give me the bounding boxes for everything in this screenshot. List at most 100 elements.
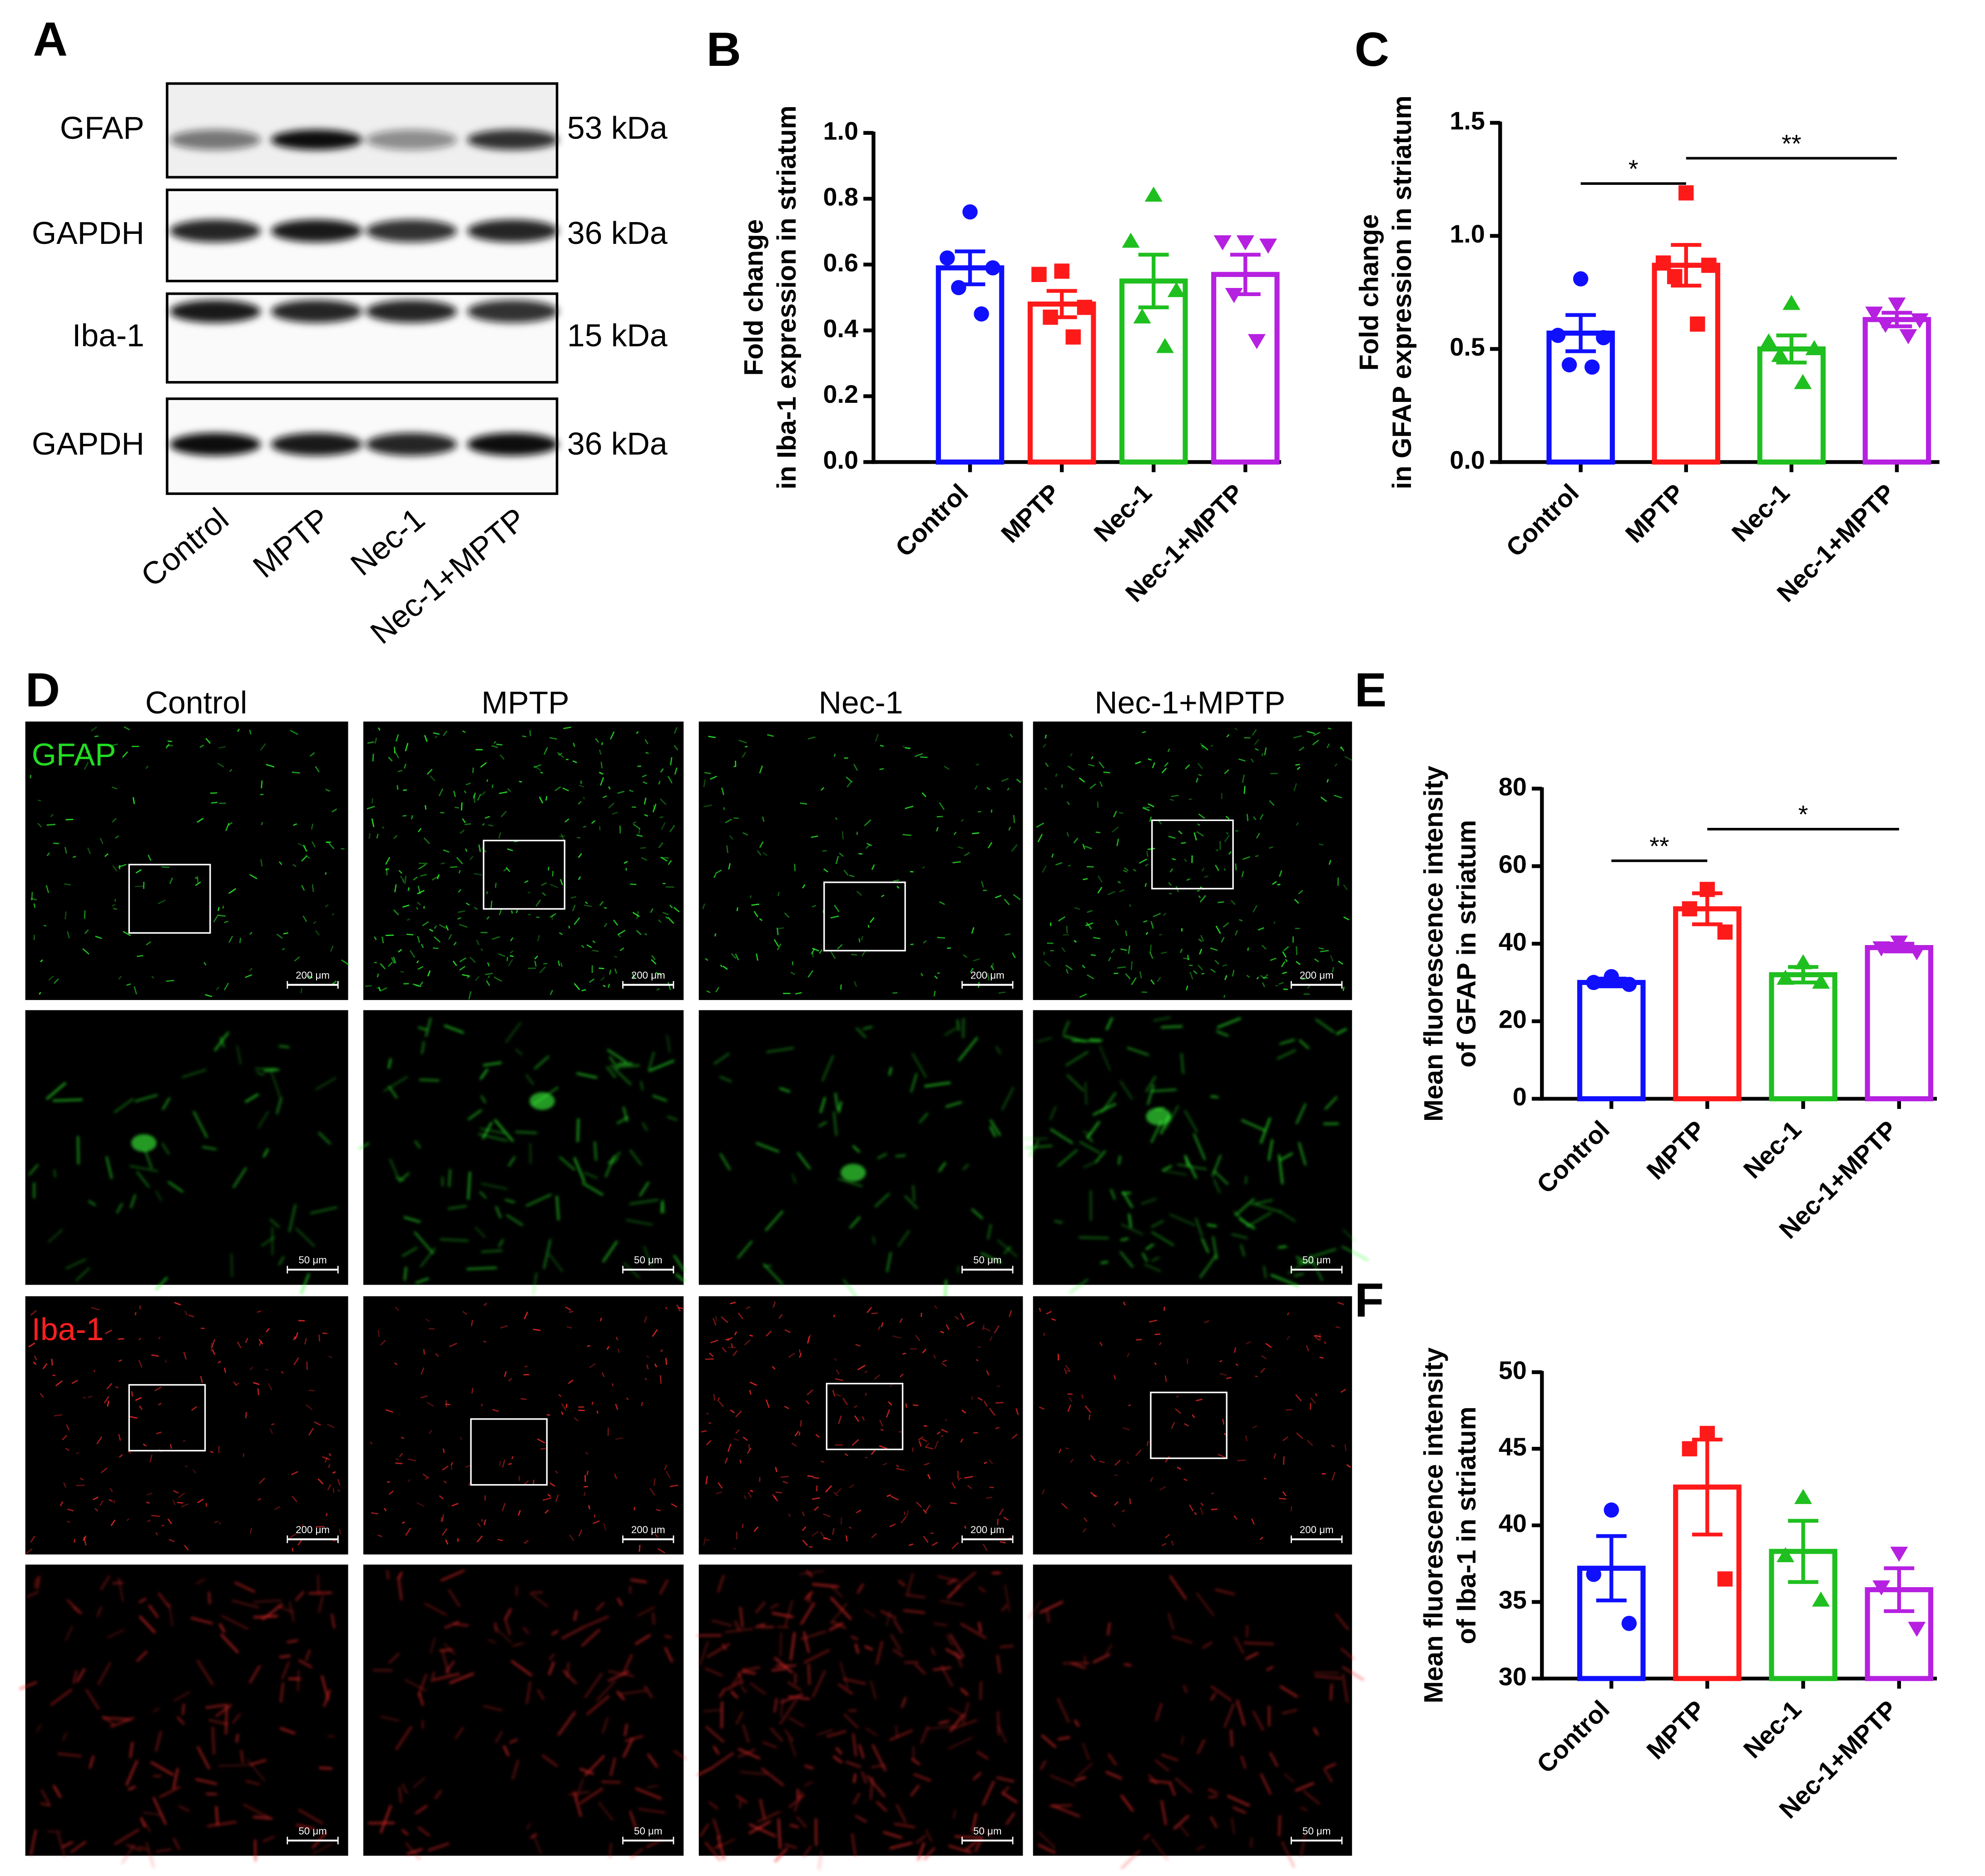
speckle bbox=[1142, 731, 1146, 733]
speckle bbox=[673, 1254, 685, 1272]
speckle bbox=[830, 1596, 852, 1620]
speckle bbox=[772, 1301, 776, 1308]
speckle bbox=[1058, 1449, 1062, 1454]
speckle bbox=[1154, 1362, 1157, 1366]
speckle bbox=[433, 732, 440, 735]
speckle bbox=[1195, 1592, 1215, 1617]
speckle bbox=[388, 1058, 392, 1069]
speckle bbox=[711, 1619, 733, 1627]
speckle bbox=[301, 856, 307, 862]
speckle bbox=[1139, 971, 1142, 979]
speckle bbox=[1074, 940, 1077, 943]
speckle bbox=[106, 1629, 126, 1639]
speckles bbox=[30, 726, 349, 997]
speckle bbox=[73, 856, 76, 858]
y-axis-label: of GFAP in striatum bbox=[1452, 820, 1481, 1067]
speckle bbox=[1340, 746, 1342, 749]
speckle bbox=[451, 1503, 459, 1507]
speckle bbox=[561, 1403, 566, 1411]
speckle bbox=[803, 1781, 814, 1787]
speckles bbox=[1039, 1302, 1351, 1546]
speckle bbox=[395, 1726, 412, 1750]
speckle bbox=[90, 726, 97, 732]
speckle bbox=[807, 970, 814, 978]
speckle bbox=[772, 1494, 777, 1500]
speckle bbox=[401, 1247, 418, 1257]
speckle bbox=[663, 1465, 668, 1470]
speckle bbox=[402, 904, 410, 908]
data-point bbox=[1872, 1580, 1891, 1596]
speckle bbox=[1323, 1768, 1333, 1783]
speckle bbox=[1140, 1198, 1157, 1205]
speckle bbox=[806, 1570, 813, 1578]
speckle bbox=[129, 1742, 134, 1758]
speckle bbox=[1290, 1506, 1292, 1512]
bar bbox=[1211, 272, 1280, 465]
speckle bbox=[893, 879, 900, 882]
speckle bbox=[110, 1717, 135, 1728]
speckle bbox=[629, 1811, 637, 1830]
speckle bbox=[925, 1442, 930, 1448]
speckle bbox=[423, 906, 425, 909]
data-point bbox=[1888, 297, 1906, 313]
speckle bbox=[192, 1469, 197, 1474]
micrograph bbox=[25, 1564, 348, 1856]
speckle bbox=[488, 824, 494, 827]
speckle bbox=[812, 952, 814, 958]
speckle bbox=[781, 1475, 789, 1478]
speckle bbox=[413, 876, 418, 881]
speckle bbox=[962, 1702, 970, 1724]
speckle bbox=[415, 1805, 428, 1815]
speckle bbox=[138, 1359, 143, 1368]
speckle bbox=[865, 1727, 878, 1737]
speckle bbox=[995, 895, 1002, 899]
speckle bbox=[201, 1327, 205, 1329]
speckle bbox=[710, 1339, 718, 1344]
speckle bbox=[36, 1575, 40, 1589]
speckle bbox=[136, 1650, 148, 1662]
speckle bbox=[537, 1438, 545, 1444]
speckle bbox=[1287, 1312, 1290, 1316]
speckle bbox=[842, 1279, 858, 1298]
speckle bbox=[123, 931, 131, 936]
speckle bbox=[921, 1312, 922, 1317]
speckle bbox=[777, 943, 782, 950]
speckle bbox=[1176, 1395, 1179, 1398]
y-tick-label: 0.4 bbox=[823, 314, 858, 342]
speckle bbox=[460, 1436, 462, 1440]
speckle bbox=[332, 980, 337, 985]
speckle bbox=[435, 735, 438, 738]
speckle bbox=[249, 1527, 252, 1534]
speckle bbox=[83, 1537, 87, 1546]
speckle bbox=[941, 1665, 953, 1687]
speckle bbox=[195, 1578, 206, 1585]
speckle bbox=[439, 924, 447, 929]
speckle bbox=[1114, 1501, 1119, 1506]
speckle bbox=[510, 955, 514, 957]
speckle bbox=[922, 1348, 927, 1354]
speckle bbox=[973, 1772, 982, 1781]
speckle bbox=[784, 1329, 791, 1333]
speckle bbox=[498, 1238, 504, 1247]
speckle bbox=[673, 745, 678, 751]
scale-bar-label: 200 μm bbox=[296, 970, 330, 981]
speckle bbox=[950, 1502, 957, 1505]
speckle bbox=[962, 1018, 965, 1039]
speckle bbox=[393, 909, 399, 916]
speckle bbox=[551, 1630, 559, 1635]
speckle bbox=[325, 788, 331, 792]
speckle bbox=[1079, 777, 1085, 783]
speckle bbox=[920, 1726, 929, 1744]
speckle bbox=[527, 891, 530, 894]
data-point bbox=[1122, 233, 1140, 248]
speckle bbox=[931, 1541, 938, 1546]
speckle bbox=[941, 1435, 944, 1437]
speckle bbox=[118, 975, 122, 980]
speckle bbox=[1088, 764, 1095, 767]
speckle bbox=[910, 943, 914, 945]
speckle bbox=[702, 903, 705, 910]
speckle bbox=[1120, 1237, 1129, 1241]
speckle bbox=[431, 1671, 435, 1683]
speckle bbox=[1046, 1609, 1050, 1623]
speckle bbox=[529, 1592, 549, 1608]
